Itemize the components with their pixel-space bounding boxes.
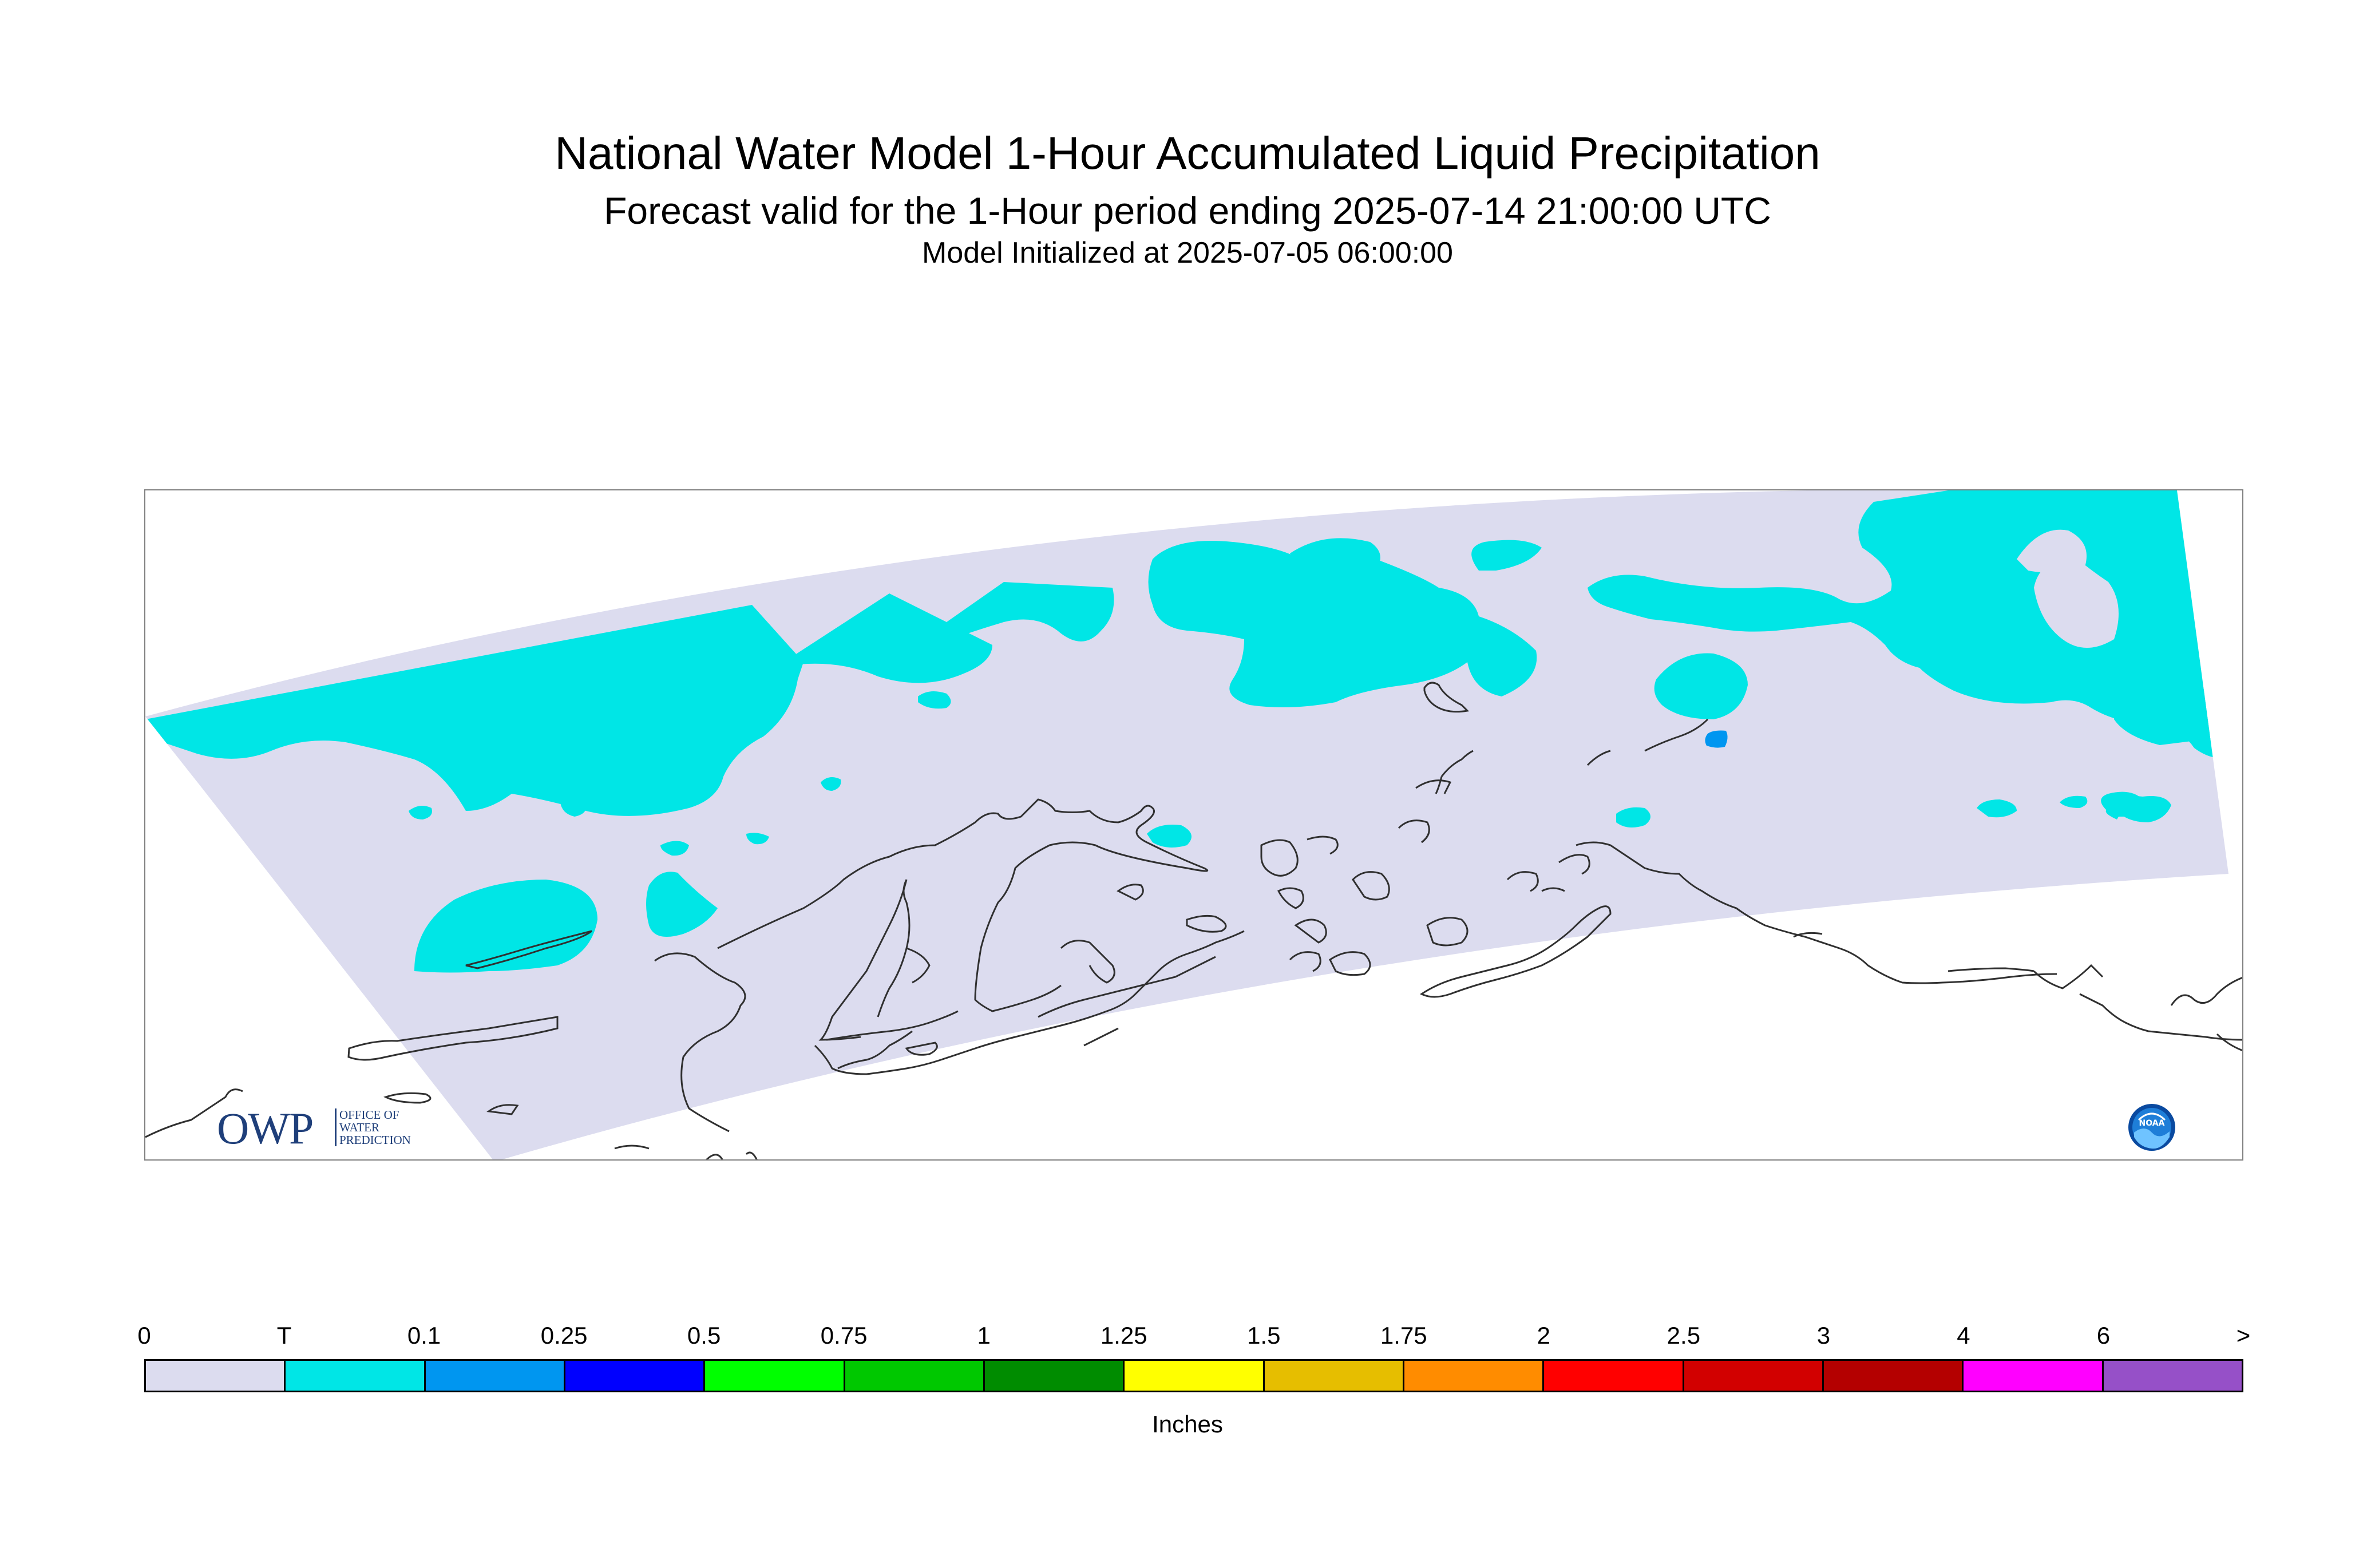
legend-tick-label: 4 [1957,1322,1970,1349]
precip-colorbar [144,1359,2243,1392]
colorbar-swatch [984,1361,1125,1391]
map-canvas [145,490,2242,1159]
coastlines [145,682,2242,1159]
colorbar-swatch [1964,1361,2104,1391]
trace-precip-areas [145,490,2228,973]
colorbar-swatch [1404,1361,1545,1391]
noaa-seal-icon [2128,1104,2175,1151]
model-init-line: Model Initialized at 2025-07-05 06:00:00 [922,236,1453,270]
map-subtitle: Forecast valid for the 1-Hour period end… [604,189,1771,232]
colorbar-swatch [1125,1361,1265,1391]
legend-tick-label: T [276,1322,292,1349]
legend-tick-label: 0.75 [820,1322,868,1349]
colorbar-swatch [1544,1361,1684,1391]
legend-tick-label: 1.75 [1380,1322,1427,1349]
colorbar-swatch [565,1361,706,1391]
noaa-logo-letters: NOAA [2139,1119,2165,1128]
colorbar-swatch [705,1361,845,1391]
map-title: National Water Model 1-Hour Accumulated … [555,128,1820,179]
colorbar-swatch [1823,1361,1964,1391]
legend-tick-label: 0.5 [687,1322,721,1349]
colorbar-swatch [425,1361,565,1391]
owp-sub-line: WATER [339,1120,379,1134]
legend-units: Inches [1152,1411,1223,1438]
legend-tick-label: 1.25 [1100,1322,1147,1349]
legend-tick-label: 2.5 [1667,1322,1701,1349]
owp-sub-line: PREDICTION [339,1133,411,1147]
colorbar-swatch [845,1361,985,1391]
legend-tick-label: 0.25 [540,1322,588,1349]
owp-logo: OWP OFFICE OF WATER PREDICTION [217,1103,429,1154]
legend-tick-label: 2 [1537,1322,1551,1349]
legend-tick-label: 0.1 [407,1322,441,1349]
legend-tick-label: 1 [977,1322,991,1349]
colorbar-swatch [1684,1361,1824,1391]
colorbar-swatch [286,1361,426,1391]
legend-tick-label: > [2236,1322,2251,1349]
legend-tick-label: 6 [2096,1322,2111,1349]
precipitation-map: OWP OFFICE OF WATER PREDICTION NOAA [144,489,2243,1161]
legend-tick-label: 1.5 [1247,1322,1281,1349]
owp-logo-subtitle: OFFICE OF WATER PREDICTION [335,1108,411,1146]
colorbar-swatch [2103,1361,2242,1391]
owp-logo-letters: OWP [217,1103,314,1153]
owp-sub-line: OFFICE OF [339,1108,399,1122]
legend-tick-label: 0 [137,1322,151,1349]
colorbar-swatch [146,1361,286,1391]
colorbar-swatch [1264,1361,1404,1391]
noaa-logo: NOAA [2127,1103,2176,1152]
legend-tick-label: 3 [1816,1322,1831,1349]
light-precip-area [1705,730,1728,748]
